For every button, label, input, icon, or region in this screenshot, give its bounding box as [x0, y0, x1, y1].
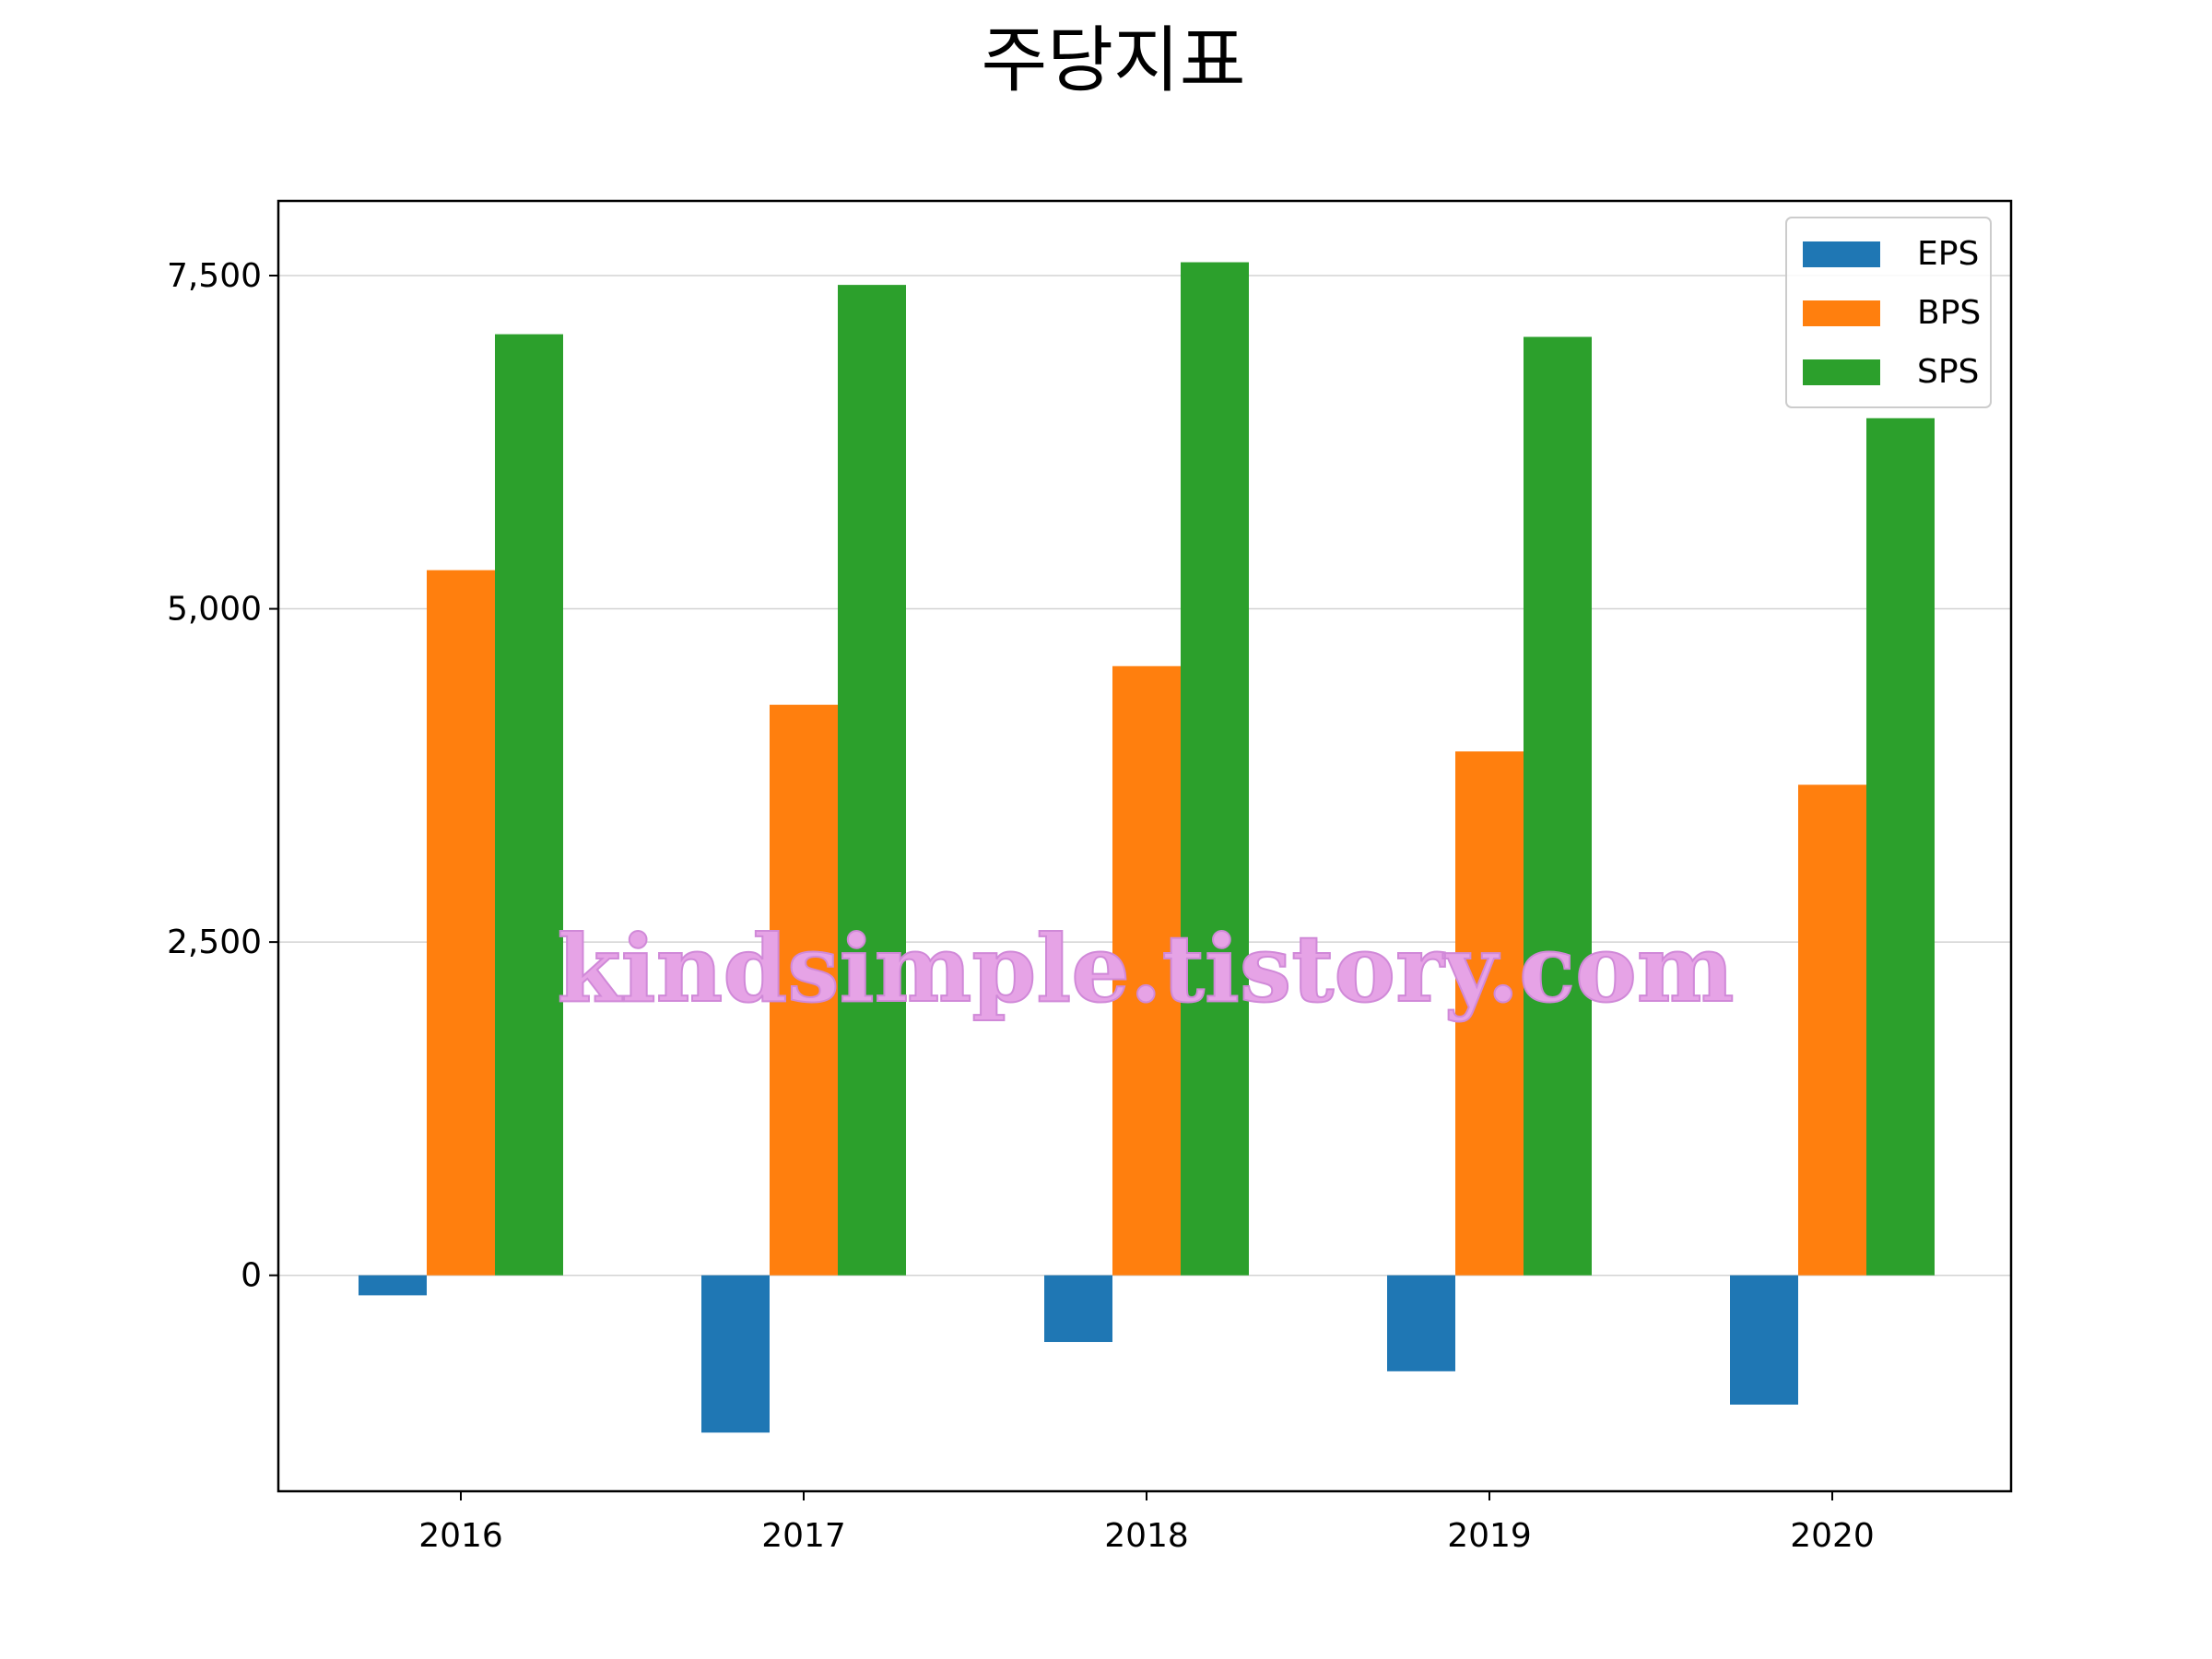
chart-title: 주당지표 — [981, 19, 1245, 102]
legend-label-eps: EPS — [1917, 235, 1979, 273]
y-axis: 0 2,500 5,000 7,500 — [167, 257, 278, 1295]
legend-label-bps: BPS — [1917, 294, 1981, 332]
x-tick-label: 2017 — [761, 1517, 846, 1555]
bar-eps-2019 — [1387, 1275, 1455, 1371]
legend: EPS BPS SPS — [1785, 217, 1992, 408]
legend-swatch-eps — [1803, 241, 1880, 267]
bar-eps-2018 — [1044, 1275, 1112, 1343]
legend-label-sps: SPS — [1917, 353, 1979, 391]
y-tick-label: 2,500 — [167, 924, 262, 961]
x-axis: 2016 2017 2018 2019 2020 — [418, 1491, 1875, 1555]
bar-sps-2019 — [1524, 336, 1592, 1276]
y-tick-label: 0 — [241, 1257, 262, 1295]
bar-bps-2017 — [770, 704, 838, 1276]
bar-sps-2020 — [1866, 418, 1935, 1276]
bar-sps-2016 — [495, 334, 563, 1276]
bars — [359, 262, 1935, 1433]
plot-frame — [276, 199, 2013, 1493]
bar-sps-2017 — [838, 285, 906, 1276]
x-tick-label: 2019 — [1447, 1517, 1532, 1555]
bar-sps-2018 — [1181, 262, 1249, 1276]
bar-eps-2017 — [701, 1275, 770, 1433]
x-tick-label: 2016 — [418, 1517, 503, 1555]
legend-swatch-bps — [1803, 300, 1880, 326]
bar-eps-2016 — [359, 1275, 427, 1296]
bar-bps-2020 — [1798, 784, 1866, 1276]
bar-bps-2016 — [427, 570, 495, 1276]
bar-bps-2018 — [1112, 665, 1181, 1276]
y-tick-label: 7,500 — [167, 257, 262, 295]
watermark: kindsimple.tistory.com — [557, 914, 1734, 1023]
x-tick-label: 2018 — [1104, 1517, 1189, 1555]
bar-eps-2020 — [1730, 1275, 1798, 1405]
bar-bps-2019 — [1455, 751, 1524, 1276]
y-tick-label: 5,000 — [167, 591, 262, 629]
legend-swatch-sps — [1803, 359, 1880, 385]
x-tick-label: 2020 — [1790, 1517, 1875, 1555]
